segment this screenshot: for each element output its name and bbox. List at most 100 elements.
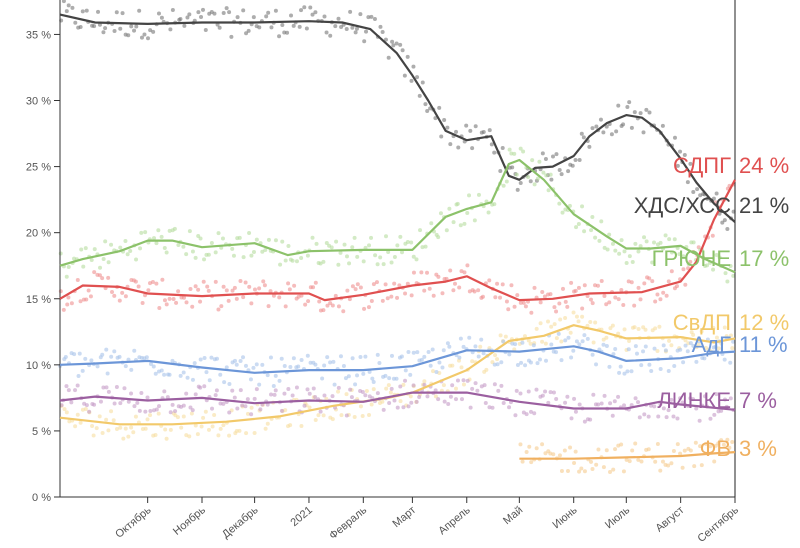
poll-dot: [572, 461, 577, 466]
poll-dot: [148, 28, 153, 33]
poll-dot: [557, 167, 562, 172]
poll-dot: [619, 238, 624, 243]
poll-dot: [638, 111, 643, 116]
poll-dot: [418, 228, 423, 233]
poll-dot: [557, 453, 562, 458]
poll-dot: [622, 403, 627, 408]
poll-dot: [313, 418, 318, 423]
poll-dot: [521, 300, 526, 305]
poll-dot: [442, 118, 447, 123]
poll-dot: [104, 417, 109, 422]
poll-dot: [632, 110, 637, 115]
poll-dot: [303, 302, 308, 307]
poll-dot: [206, 252, 211, 257]
poll-dot: [559, 172, 564, 177]
poll-dot: [117, 298, 122, 303]
poll-dot: [354, 26, 359, 31]
poll-dot: [630, 448, 635, 453]
poll-dot: [176, 242, 181, 247]
poll-dot: [521, 149, 526, 154]
poll-dot: [565, 469, 570, 474]
poll-dot: [247, 284, 252, 289]
poll-dot: [598, 117, 603, 122]
poll-dot: [666, 463, 671, 468]
poll-dot: [401, 382, 406, 387]
poll-dot: [433, 116, 438, 121]
poll-dot: [188, 405, 193, 410]
poll-dot: [638, 297, 643, 302]
poll-dot: [644, 107, 649, 112]
poll-dot: [551, 452, 556, 457]
poll-dot: [481, 351, 486, 356]
poll-dot: [283, 408, 288, 413]
poll-dot: [457, 285, 462, 290]
poll-dot: [89, 257, 94, 262]
poll-dot: [563, 400, 568, 405]
poll-dot: [458, 223, 463, 228]
poll-dot: [423, 102, 428, 107]
poll-dot: [454, 129, 459, 134]
poll-dot: [691, 397, 696, 402]
poll-dot: [123, 364, 128, 369]
poll-dot: [492, 150, 497, 155]
poll-dot: [145, 36, 150, 41]
poll-dot: [271, 383, 276, 388]
poll-dot: [92, 24, 97, 29]
poll-dot: [593, 283, 598, 288]
poll-dot: [294, 259, 299, 264]
x-tick-label: Декабрь: [220, 504, 261, 541]
poll-dot: [444, 228, 449, 233]
poll-dot: [548, 292, 553, 297]
poll-dot: [344, 413, 349, 418]
poll-dot: [507, 405, 512, 410]
poll-dot: [350, 245, 355, 250]
poll-dot: [321, 259, 326, 264]
poll-dot: [713, 443, 718, 448]
poll-dot: [384, 234, 389, 239]
poll-dot: [567, 203, 572, 208]
poll-dot: [538, 321, 543, 326]
poll-dot: [174, 300, 179, 305]
poll-dot: [666, 408, 671, 413]
poll-dot: [548, 390, 553, 395]
poll-dot: [205, 284, 210, 289]
poll-dot: [451, 220, 456, 225]
poll-dot: [64, 410, 69, 415]
poll-dot: [619, 442, 624, 447]
poll-dot: [96, 9, 101, 14]
poll-dot: [289, 13, 294, 18]
poll-dot: [330, 417, 335, 422]
poll-dot: [538, 300, 543, 305]
poll-dot: [234, 296, 239, 301]
poll-dot: [366, 305, 371, 310]
poll-dot: [444, 276, 449, 281]
poll-dot: [574, 339, 579, 344]
poll-dot: [608, 469, 613, 474]
poll-dot: [713, 344, 718, 349]
poll-dot: [241, 295, 246, 300]
poll-dot: [328, 301, 333, 306]
poll-dot: [543, 451, 548, 456]
poll-dot: [447, 344, 452, 349]
poll-dot: [156, 11, 161, 16]
poll-dot: [434, 370, 439, 375]
poll-dot: [447, 206, 452, 211]
poll-dot: [613, 346, 618, 351]
poll-dot: [440, 291, 445, 296]
poll-dot: [244, 431, 249, 436]
poll-dot: [125, 252, 130, 257]
poll-dot: [148, 413, 153, 418]
poll-dot: [506, 307, 511, 312]
poll-dot: [472, 289, 477, 294]
poll-dot: [461, 378, 466, 383]
poll-dot: [593, 235, 598, 240]
poll-dot: [221, 11, 226, 16]
poll-dot: [503, 334, 508, 339]
poll-dot: [523, 363, 528, 368]
poll-dot: [387, 401, 392, 406]
poll-dot: [467, 335, 472, 340]
poll-dot: [422, 382, 427, 387]
poll-dot: [331, 359, 336, 364]
poll-dot: [221, 423, 226, 428]
poll-dot: [154, 281, 159, 286]
